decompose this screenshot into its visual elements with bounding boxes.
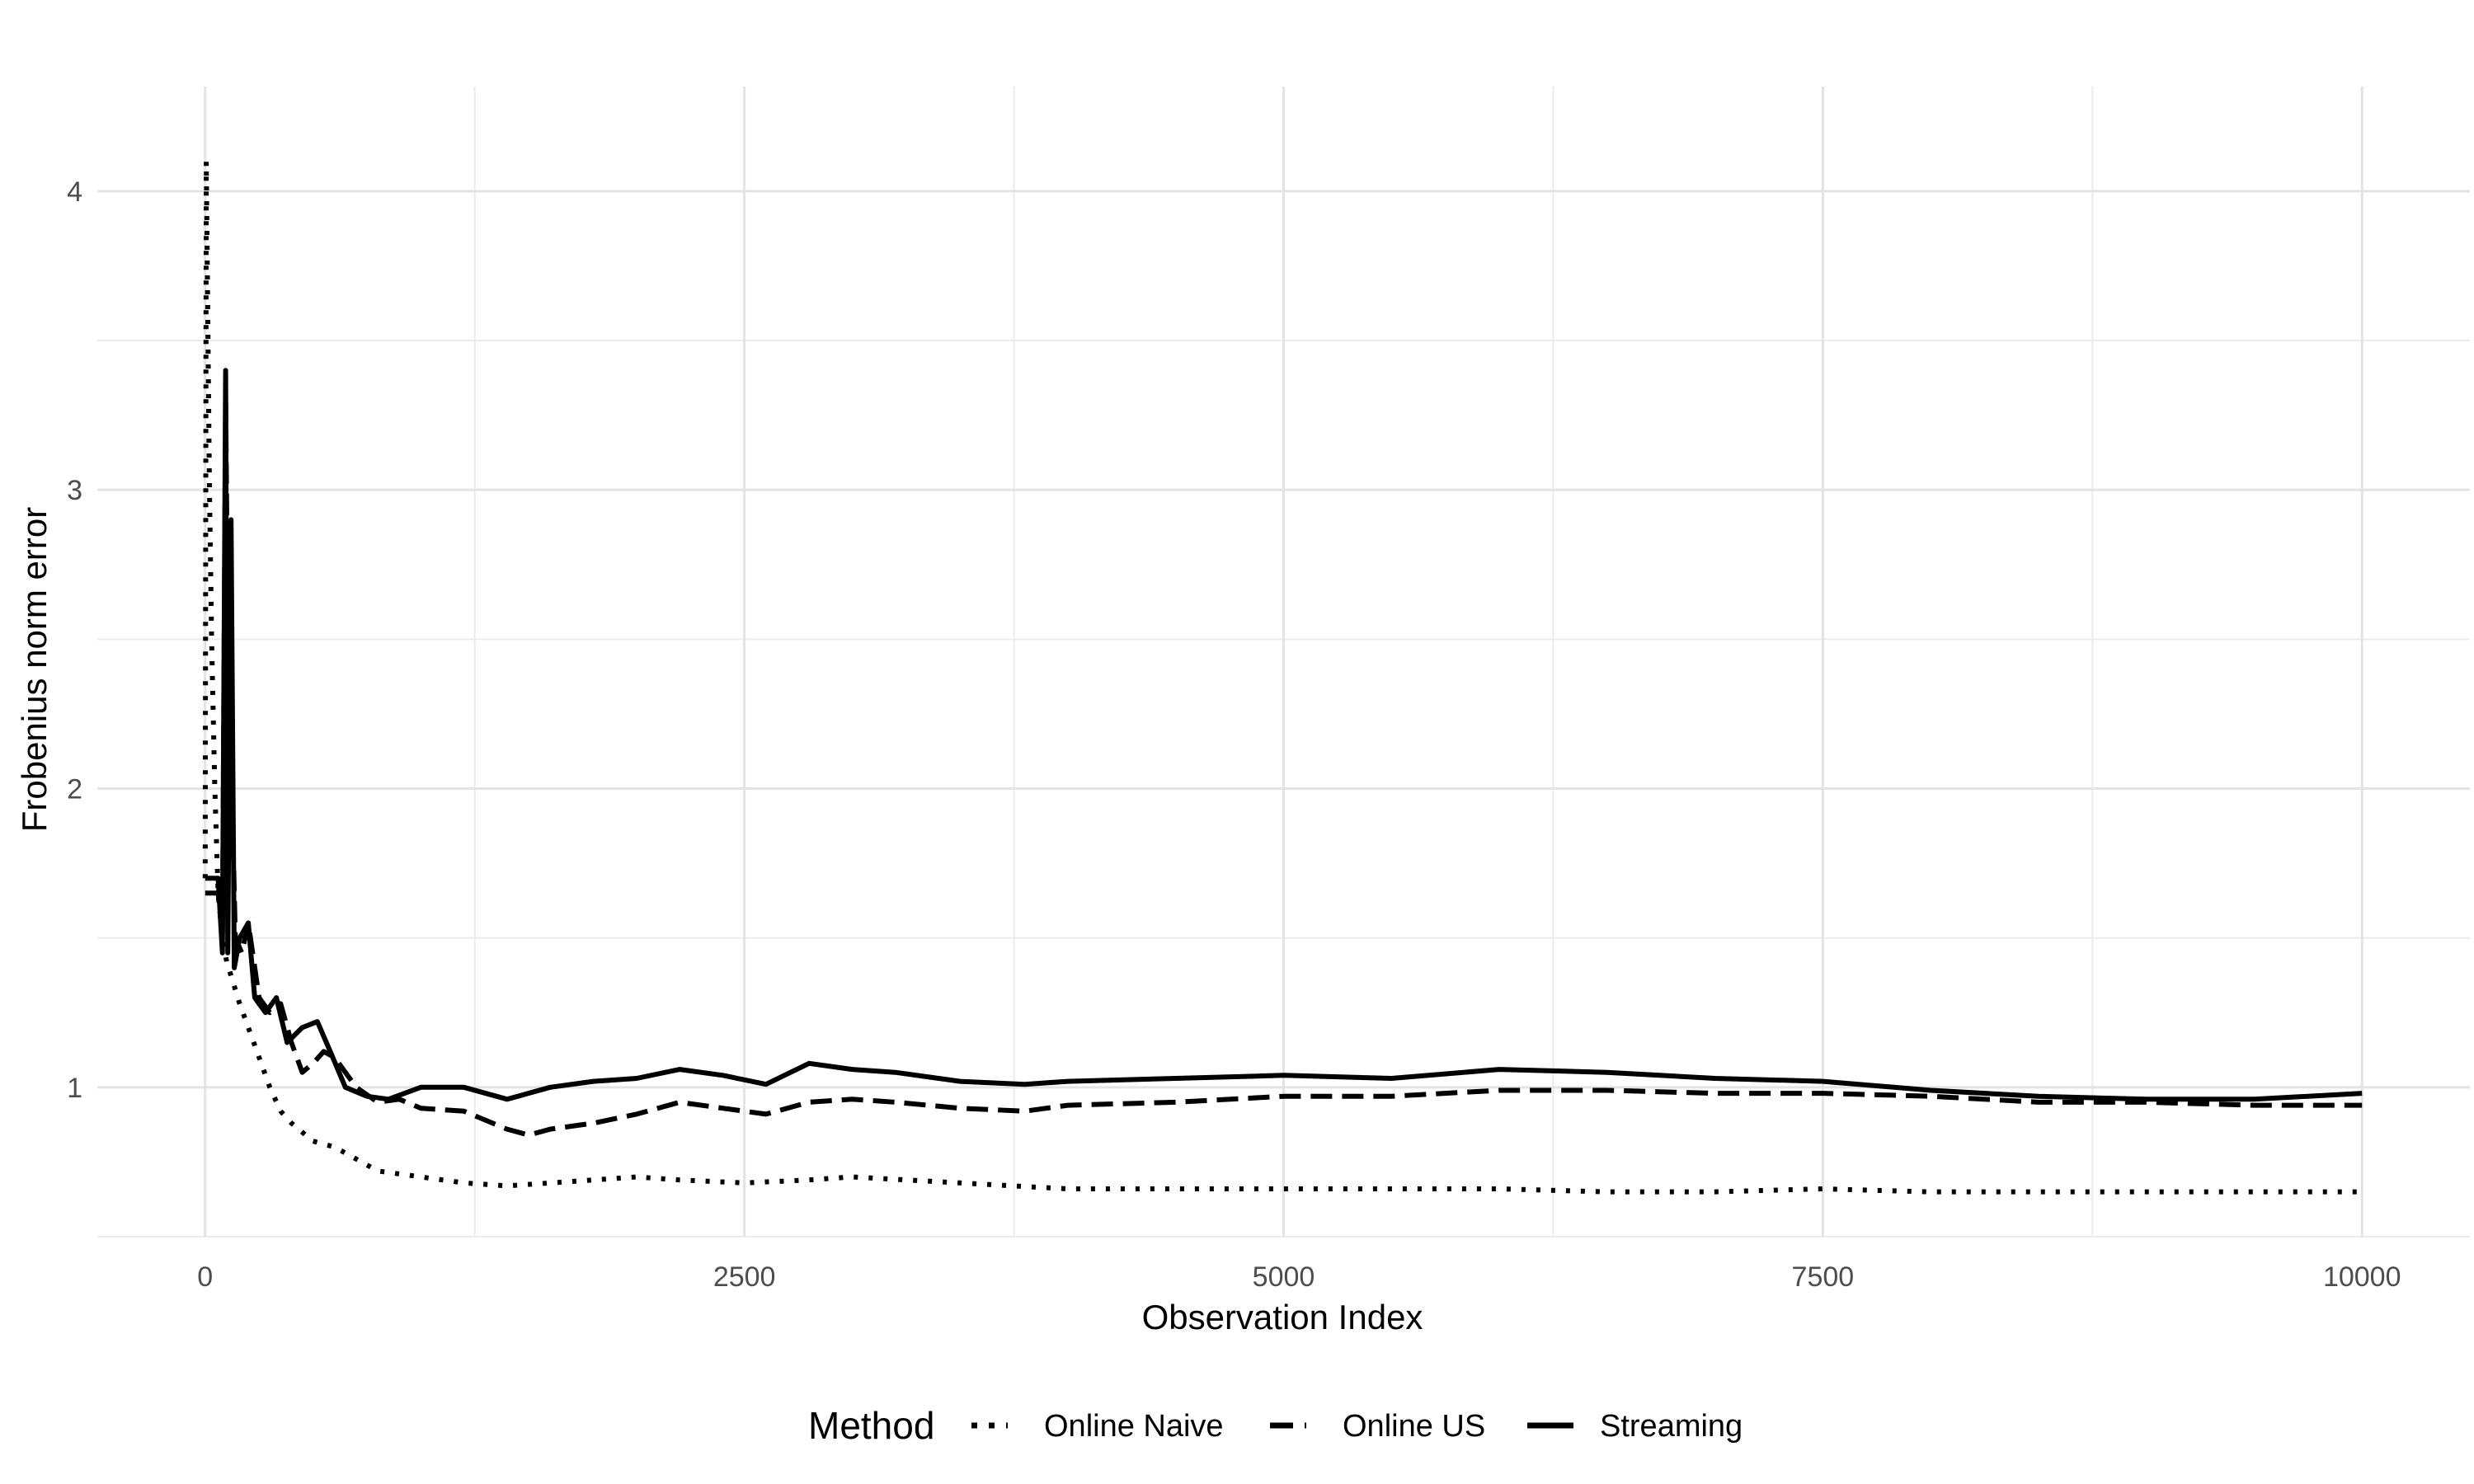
- legend-label-online-naive: Online Naive: [1044, 1409, 1224, 1444]
- legend-label-streaming: Streaming: [1600, 1409, 1743, 1444]
- y-tick-label: 2: [67, 773, 82, 805]
- x-tick-label: 7500: [1792, 1261, 1855, 1293]
- legend-title: Method: [808, 1404, 934, 1447]
- series-line-streaming: [205, 368, 2363, 1102]
- y-axis-title: Frobenius norm error: [15, 507, 54, 832]
- y-axis-tick-labels: 1 2 3 4: [67, 176, 82, 1104]
- x-tick-label: 0: [197, 1261, 213, 1293]
- legend-item-streaming: Streaming: [1527, 1409, 1743, 1444]
- x-tick-label: 10000: [2323, 1261, 2401, 1293]
- y-tick-label: 3: [67, 475, 82, 506]
- x-axis-tick-labels: 0 2500 5000 7500 10000: [197, 1261, 2401, 1293]
- y-tick-label: 4: [67, 176, 82, 208]
- y-tick-label: 1: [67, 1073, 82, 1104]
- x-tick-label: 2500: [713, 1261, 776, 1293]
- legend-label-online-us: Online US: [1343, 1409, 1485, 1444]
- x-tick-label: 5000: [1253, 1261, 1315, 1293]
- legend: Method Online Naive Online US Streaming: [808, 1404, 1743, 1447]
- x-axis-title: Observation Index: [1142, 1298, 1423, 1336]
- major-gridlines: [97, 87, 2470, 1237]
- series-lines: [202, 158, 2363, 1195]
- legend-item-online-naive: Online Naive: [971, 1409, 1224, 1444]
- legend-item-online-us: Online US: [1270, 1409, 1485, 1444]
